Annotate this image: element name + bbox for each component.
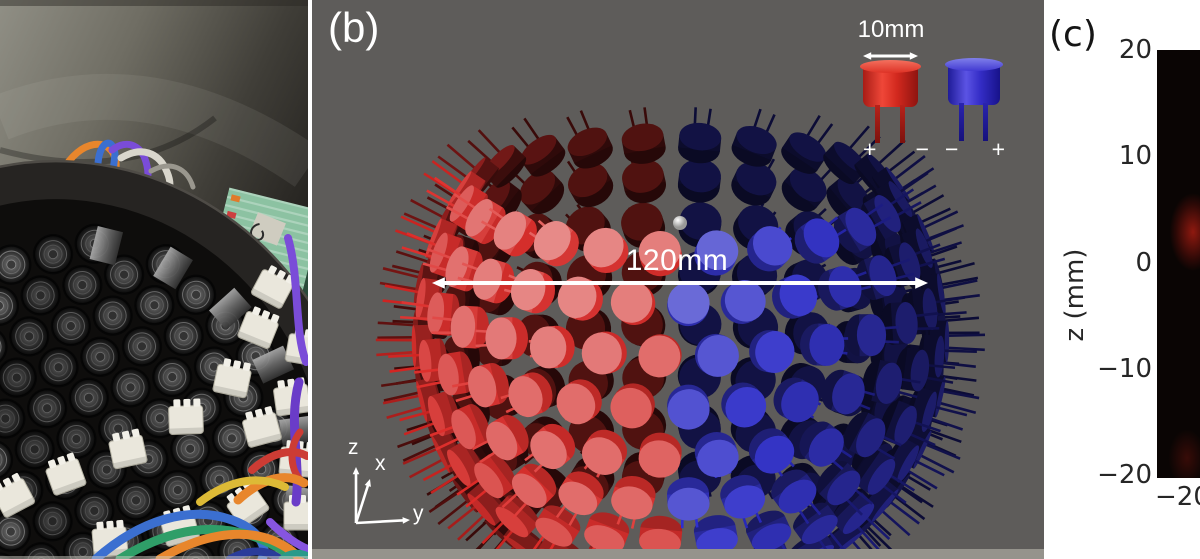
red-transducer-pin	[875, 105, 880, 143]
legend-red-transducer	[860, 60, 921, 107]
blue-minus-label: −	[945, 136, 959, 162]
red-transducer-pin	[900, 105, 905, 143]
legend-size-annotation: 10mm	[857, 16, 925, 43]
sphere-group	[375, 107, 986, 559]
blue-polarity-labels: − +	[945, 136, 1005, 163]
wire-connectors	[0, 265, 308, 558]
blue-transducer-pin	[959, 103, 964, 141]
blue-plus-label: +	[991, 136, 1005, 162]
transducer-grid	[0, 223, 308, 559]
array-photo	[0, 0, 308, 559]
legend-blue-transducer	[945, 58, 1003, 105]
red-transducer-body	[863, 67, 918, 107]
red-transducer-cap	[860, 60, 921, 73]
panel-3d-render: (b) 120mm 10mm + − − + z x y	[312, 0, 1044, 559]
diameter-annotation: 120mm	[625, 244, 729, 277]
x-axis-first-tick: −20	[1155, 482, 1200, 512]
axis-z-label: z	[348, 436, 359, 459]
y-tick-label: 0	[1135, 247, 1152, 278]
y-tick-label: −20	[1097, 460, 1152, 490]
levitated-particle	[673, 216, 687, 230]
axis-x-label: x	[375, 452, 386, 475]
panel-simulation-plot: (c) 20 10 0 −10 −20 z (mm) −20	[1044, 0, 1200, 559]
blue-transducer-pin	[983, 103, 988, 141]
wires-bottom	[91, 234, 308, 559]
red-minus-label: −	[915, 136, 929, 162]
transducer-sphere-render	[352, 52, 986, 559]
panel-photo-array	[0, 0, 308, 559]
blue-transducer-cap	[945, 58, 1003, 71]
blue-transducer-body	[948, 65, 1000, 105]
photo-bottom-edge	[0, 556, 308, 559]
annotation-arrows	[352, 52, 928, 525]
red-polarity-labels: + −	[863, 136, 929, 163]
panel-b-label: (b)	[328, 4, 380, 51]
pressure-field-plot	[1157, 50, 1200, 478]
panel-b-bottom-edge	[312, 549, 1044, 559]
y-tick-label: −10	[1097, 353, 1152, 384]
red-plus-label: +	[863, 136, 877, 162]
y-tick-label: 20	[1118, 35, 1152, 65]
y-axis-label: z (mm)	[1060, 248, 1090, 342]
panel-c-label: (c)	[1049, 14, 1097, 55]
axis-y-label: y	[413, 502, 424, 525]
y-tick-label: 10	[1118, 141, 1152, 172]
